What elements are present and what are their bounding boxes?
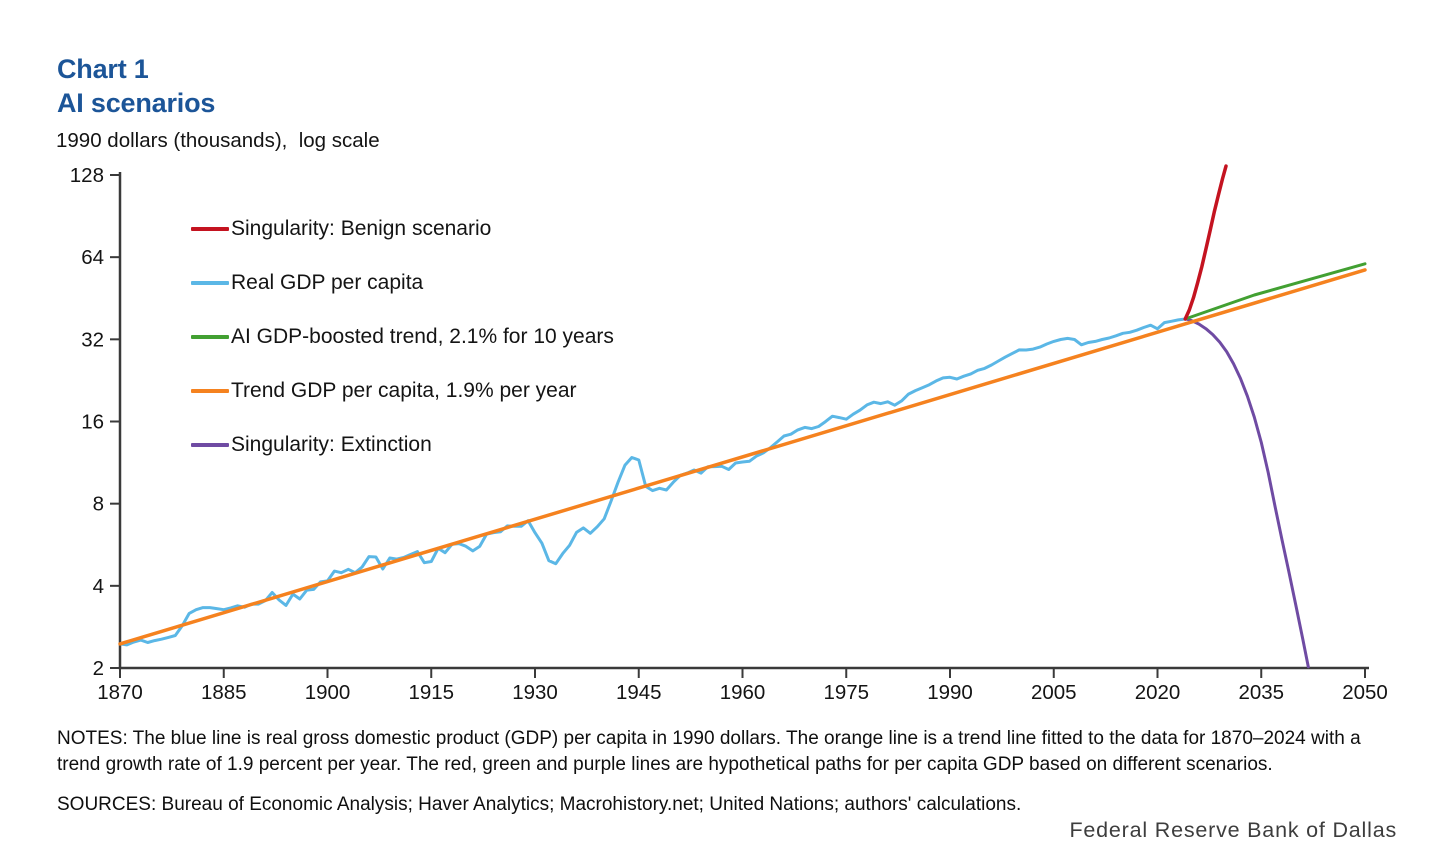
- series-line-singularity-benign-scenario: [1183, 164, 1228, 321]
- y-tick-label: 16: [81, 411, 104, 434]
- chart-number-label: Chart 1: [57, 54, 149, 84]
- chart-legend: Singularity: Benign scenario Real GDP per…: [191, 202, 614, 472]
- dallas-fed-wordmark: Federal Reserve Bank of Dallas: [1069, 818, 1397, 842]
- series-line-real-gdp-per-capita: [118, 317, 1187, 647]
- x-tick-label: 2020: [1135, 681, 1181, 704]
- x-tick-label: 1870: [97, 681, 143, 704]
- x-tick-label: 1960: [720, 681, 766, 704]
- chart-sources: SOURCES: Bureau of Economic Analysis; Ha…: [57, 794, 1022, 815]
- y-tick-label: 2: [93, 657, 104, 680]
- y-tick-label: 32: [81, 328, 104, 351]
- page-title: AI scenarios: [57, 88, 216, 118]
- y-axis-units-label: 1990 dollars (thousands), log scale: [56, 129, 380, 152]
- legend-item: Trend GDP per capita, 1.9% per year: [191, 364, 614, 418]
- legend-label: AI GDP-boosted trend, 2.1% for 10 years: [231, 325, 614, 348]
- x-tick-label: 1945: [616, 681, 662, 704]
- y-tick-label: 8: [93, 493, 104, 516]
- x-tick-label: 1990: [927, 681, 973, 704]
- y-tick-label: 4: [93, 575, 104, 598]
- chart-notes: NOTES: The blue line is real gross domes…: [57, 728, 1361, 775]
- legend-line-swatch: [191, 443, 229, 447]
- y-tick-label: 128: [70, 164, 104, 187]
- legend-label: Singularity: Benign scenario: [231, 217, 492, 240]
- x-tick-label: 1915: [408, 681, 454, 704]
- legend-line-swatch: [191, 389, 229, 393]
- ai-scenarios-chart: 2 4 8 16 32 64 128 1870 1885 1900 1915 1930 1945 1960…: [70, 164, 1388, 704]
- x-tick-label: 1975: [823, 681, 869, 704]
- series-line-singularity-extinction: [1185, 317, 1310, 669]
- y-tick-label: 64: [81, 246, 104, 269]
- x-tick-label: 1900: [305, 681, 351, 704]
- x-tick-label: 1885: [201, 681, 247, 704]
- legend-line-swatch: [191, 227, 229, 231]
- legend-item: Real GDP per capita: [191, 256, 614, 310]
- x-tick-label: 2005: [1031, 681, 1077, 704]
- legend-label: Trend GDP per capita, 1.9% per year: [231, 379, 577, 402]
- legend-line-swatch: [191, 335, 229, 339]
- series-line-ai-gdp-boosted-trend-2-1-for-10-years: [1183, 262, 1367, 321]
- legend-item: AI GDP-boosted trend, 2.1% for 10 years: [191, 310, 614, 364]
- x-tick-label: 1930: [512, 681, 558, 704]
- legend-label: Singularity: Extinction: [231, 433, 432, 456]
- legend-item: Singularity: Benign scenario: [191, 202, 614, 256]
- legend-item: Singularity: Extinction: [191, 418, 614, 472]
- legend-label: Real GDP per capita: [231, 271, 424, 294]
- x-tick-label: 2035: [1238, 681, 1284, 704]
- series-line-trend-gdp-per-capita-1-9-per-year: [118, 268, 1367, 646]
- x-tick-label: 2050: [1342, 681, 1388, 704]
- legend-line-swatch: [191, 281, 229, 285]
